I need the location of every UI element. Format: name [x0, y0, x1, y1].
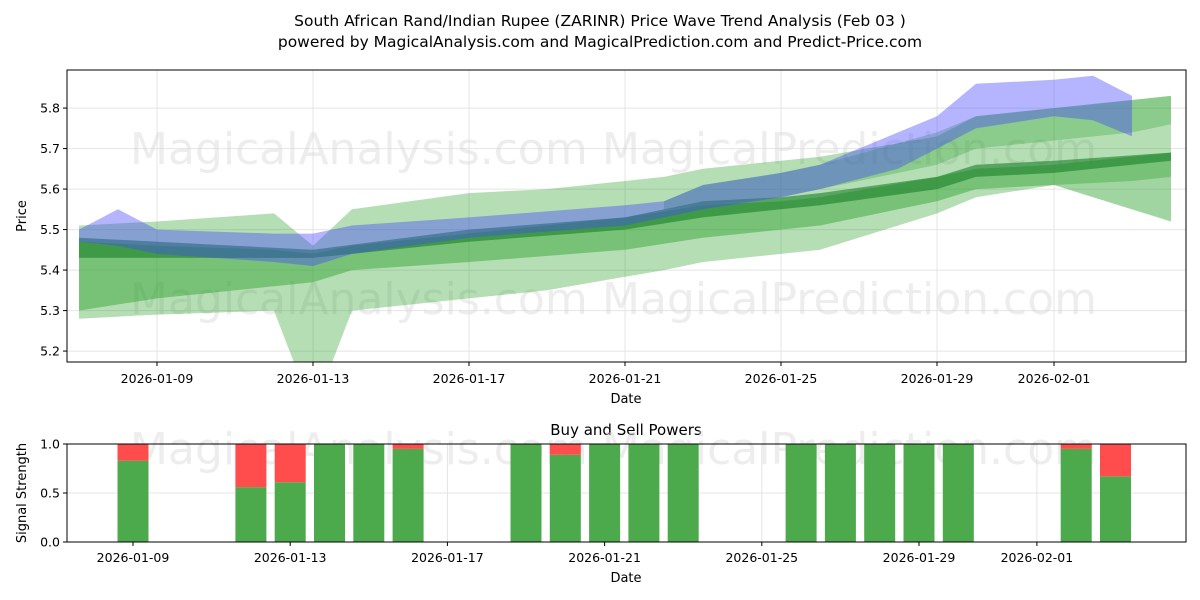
buy-bar	[1060, 448, 1092, 542]
core-green-band	[79, 152, 1171, 258]
x-tick-label: 2026-01-29	[883, 550, 956, 565]
price-bands	[79, 75, 1171, 362]
upper-green-band	[664, 95, 1171, 210]
x-tick-label: 2026-01-21	[568, 550, 641, 565]
signal-x-label: Date	[610, 571, 641, 586]
watermark: MagicalPrediction.com	[602, 274, 1097, 325]
buy-bar	[353, 444, 385, 542]
buy-bar	[667, 444, 699, 542]
y-tick-label: 5.6	[40, 182, 60, 197]
x-tick-label: 2026-02-01	[1018, 371, 1091, 386]
buy-bar	[785, 444, 817, 542]
sell-bar	[549, 444, 581, 455]
buy-bar	[314, 444, 345, 542]
buy-bar	[1100, 476, 1131, 542]
price-grid	[67, 70, 1186, 362]
x-tick-label: 2026-01-29	[901, 371, 974, 386]
chart-title: South African Rand/Indian Rupee (ZARINR)…	[294, 12, 906, 30]
signal-y-label: Signal Strength	[15, 443, 30, 543]
y-tick-label: 5.3	[40, 303, 60, 318]
sell-bar	[274, 444, 306, 483]
buy-bar	[392, 448, 424, 542]
price-y-label: Price	[15, 200, 30, 232]
x-tick-label: 2026-01-21	[589, 371, 662, 386]
buy-bar	[117, 460, 149, 542]
signal-bars	[117, 444, 1131, 542]
watermark: MagicalAnalysis.com	[130, 274, 588, 325]
x-tick-label: 2026-01-09	[97, 550, 170, 565]
y-tick-label: 5.2	[40, 344, 60, 359]
buy-bar	[274, 482, 306, 542]
sell-bar	[1060, 444, 1092, 449]
watermarks-top: MagicalAnalysis.com MagicalPrediction.co…	[130, 124, 1097, 325]
chart-subtitle: powered by MagicalAnalysis.com and Magic…	[278, 33, 922, 51]
signal-axis-ticks: 2026-01-09 2026-01-13 2026-01-17 2026-01-21…	[40, 437, 1073, 566]
sell-bar	[392, 444, 424, 449]
sell-bar	[235, 444, 267, 488]
blue-wave-band	[79, 75, 1132, 266]
buy-bar	[235, 487, 267, 542]
price-axis-ticks: 2026-01-09 2026-01-13 2026-01-17 2026-01-21…	[40, 101, 1090, 386]
buy-bar	[549, 454, 581, 542]
y-tick-label: 5.4	[40, 263, 60, 278]
price-x-label: Date	[610, 392, 641, 407]
x-tick-label: 2026-01-13	[277, 371, 350, 386]
price-plot-frame	[66, 69, 1187, 363]
buy-bar	[628, 444, 660, 542]
signal-chart-title: Buy and Sell Powers	[550, 421, 702, 439]
x-tick-label: 2026-01-13	[254, 550, 327, 565]
sell-bar	[1100, 444, 1131, 477]
y-tick-label: 0.0	[40, 535, 60, 550]
y-tick-label: 1.0	[40, 437, 60, 452]
x-tick-label: 2026-01-17	[411, 550, 484, 565]
watermark: MagicalAnalysis.com	[130, 124, 588, 175]
buy-bar	[942, 444, 974, 542]
buy-bar	[589, 444, 621, 542]
buy-bar	[824, 444, 856, 542]
sell-bar	[117, 444, 149, 461]
buy-bar	[864, 444, 896, 542]
x-tick-label: 2026-01-09	[121, 371, 194, 386]
x-tick-label: 2026-02-01	[1001, 550, 1074, 565]
buy-bar	[903, 444, 935, 542]
x-tick-label: 2026-01-17	[433, 371, 506, 386]
buy-bar	[510, 444, 542, 542]
y-tick-label: 5.8	[40, 101, 60, 116]
x-tick-label: 2026-01-25	[725, 550, 798, 565]
x-tick-label: 2026-01-25	[745, 371, 818, 386]
y-tick-label: 0.5	[40, 486, 60, 501]
y-tick-label: 5.7	[40, 141, 60, 156]
y-tick-label: 5.5	[40, 222, 60, 237]
